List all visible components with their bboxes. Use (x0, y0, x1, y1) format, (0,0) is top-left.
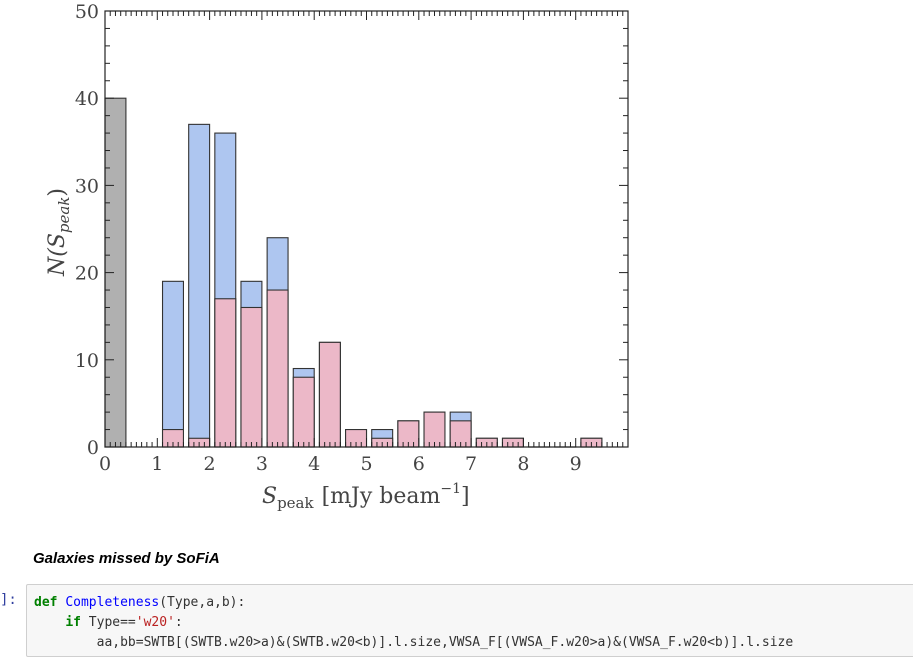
code-string: 'w20' (135, 615, 175, 630)
histogram-figure: 0 1 2 3 4 5 6 7 8 9 0 10 20 30 40 50 Speak [mJy beam−1] … (45, 1, 629, 512)
x-tick-label: 1 (151, 453, 163, 475)
bar-blue (161, 280, 184, 448)
bars-layer (104, 97, 603, 448)
bar-blue (188, 123, 211, 448)
cell-prompt: ]: (0, 592, 17, 608)
bar-pink (318, 341, 341, 448)
bar-pink (214, 298, 237, 448)
x-tick-label: 8 (517, 453, 529, 475)
tick-labels-layer: 0 1 2 3 4 5 6 7 8 9 0 10 20 30 40 50 (75, 1, 582, 475)
code-indent (34, 615, 65, 630)
y-tick-label: 10 (75, 350, 99, 372)
x-tick-label: 6 (413, 453, 425, 475)
x-tick-label: 0 (99, 453, 111, 475)
y-tick-label: 40 (75, 88, 99, 110)
code-line: aa,bb=SWTB[(SWTB.w20>a)&(SWTB.w20<b)].l.… (34, 635, 794, 650)
code-text-segment: : (174, 615, 183, 630)
bar-pink (423, 411, 446, 448)
y-tick-label: 0 (87, 437, 99, 459)
y-tick-label: 20 (75, 263, 99, 285)
markdown-heading: Galaxies missed by SoFiA (33, 550, 220, 567)
x-tick-label: 2 (204, 453, 216, 475)
code-cell-editor[interactable]: def Completeness(Type,a,b): if Type=='w2… (26, 584, 913, 657)
bar-pink (240, 306, 263, 448)
y-tick-label: 30 (75, 175, 99, 197)
x-axis-label: Speak [mJy beam−1] (262, 481, 470, 512)
x-tick-label: 4 (308, 453, 320, 475)
bar-pink (266, 289, 289, 448)
x-tick-label: 7 (465, 453, 477, 475)
ticks-layer (104, 10, 629, 448)
bar-pink (292, 376, 315, 448)
code-function-name: Completeness (65, 595, 160, 610)
code-text[interactable]: def Completeness(Type,a,b): if Type=='w2… (27, 585, 913, 653)
x-tick-label: 3 (256, 453, 268, 475)
code-text-segment: Type== (80, 615, 136, 630)
code-text-segment: (Type,a,b): (159, 595, 246, 610)
x-tick-label: 9 (570, 453, 582, 475)
y-axis-label: N(Speak) (45, 188, 73, 277)
code-keyword: if (65, 615, 81, 630)
code-keyword: def (34, 595, 58, 610)
x-tick-label: 5 (360, 453, 372, 475)
y-tick-label: 50 (75, 1, 99, 23)
plot-frame (104, 10, 629, 448)
